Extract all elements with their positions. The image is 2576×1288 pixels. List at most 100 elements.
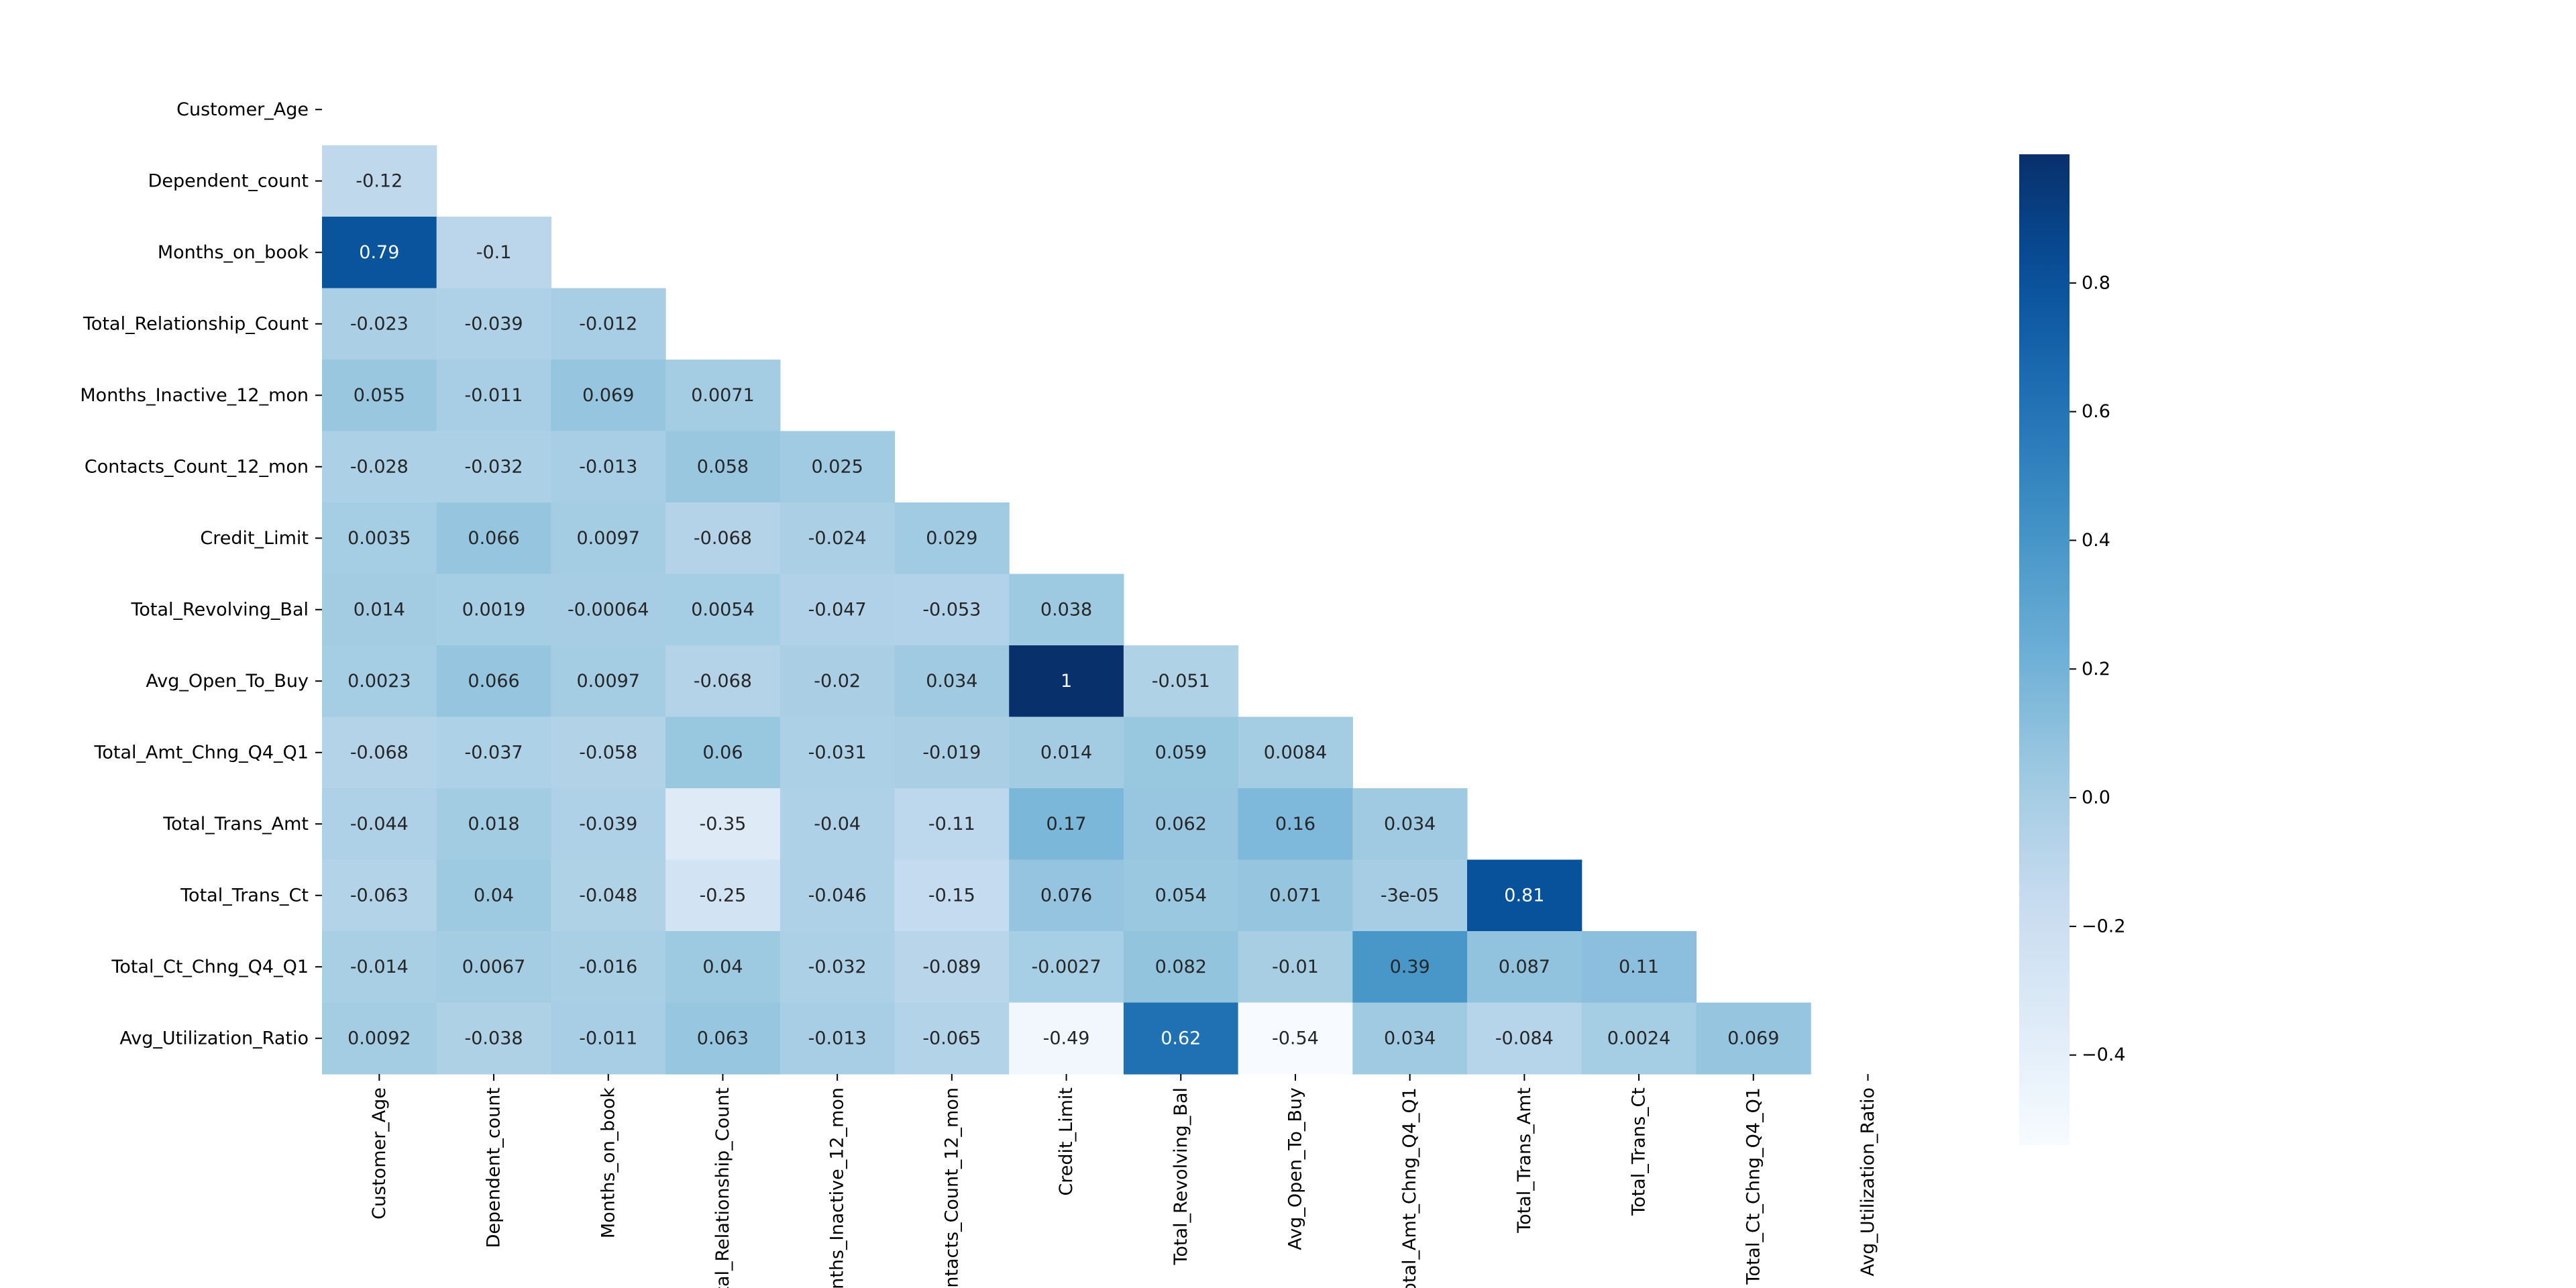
heatmap-cell: [665, 788, 781, 861]
x-tick-label: Avg_Open_To_Buy: [1285, 1087, 1305, 1250]
heatmap-cell-value: 0.11: [1619, 957, 1659, 977]
y-tick-label: Total_Amt_Chng_Q4_Q1: [94, 742, 309, 763]
heatmap-cell: [436, 788, 551, 861]
heatmap-cell: [1123, 788, 1239, 861]
heatmap-cell: [780, 502, 896, 575]
heatmap-cell: [1352, 931, 1468, 1004]
heatmap-cell: [780, 574, 896, 646]
heatmap-cell: [780, 645, 896, 718]
heatmap-cell: [436, 217, 551, 289]
heatmap-cells: [322, 145, 1811, 1075]
heatmap-cell-value: -0.038: [465, 1028, 523, 1049]
heatmap-cell-value: -0.032: [465, 456, 523, 477]
heatmap-cell-value: -0.25: [700, 885, 747, 906]
heatmap-cell: [1238, 859, 1353, 932]
x-tick-label: Months_Inactive_12_mon: [827, 1087, 848, 1288]
heatmap-cell-value: -0.051: [1152, 671, 1210, 692]
colorbar-tick-label: 0.8: [2082, 272, 2110, 293]
heatmap-cell-value: -0.016: [579, 957, 637, 977]
heatmap-cell-value: 0.025: [812, 456, 863, 477]
heatmap-cell-value: 0.038: [1040, 599, 1092, 620]
colorbar-tick-label: −0.2: [2082, 916, 2126, 936]
heatmap-cell: [436, 574, 551, 646]
heatmap-cell-value: 0.0071: [691, 385, 754, 406]
heatmap-cell-value: 0.0097: [577, 528, 640, 549]
heatmap-cell: [665, 716, 781, 789]
heatmap-cell-value: 0.087: [1499, 957, 1550, 977]
heatmap-cell: [894, 1002, 1010, 1075]
heatmap-cell-value: 0.069: [582, 385, 634, 406]
heatmap-cell-value: 0.076: [1040, 885, 1092, 906]
heatmap-cell: [1009, 574, 1124, 646]
heatmap-cell: [1123, 931, 1239, 1004]
heatmap-cell: [894, 502, 1010, 575]
heatmap-cell: [780, 931, 896, 1004]
heatmap-cell: [1009, 788, 1124, 861]
colorbar-tick-label: 0.6: [2082, 401, 2110, 422]
heatmap-cell-value: -0.031: [808, 742, 867, 763]
heatmap-cell-value: 0.04: [474, 885, 514, 906]
heatmap-cell: [1009, 931, 1124, 1004]
heatmap-cell: [322, 788, 437, 861]
heatmap-cell-value: 0.071: [1269, 885, 1321, 906]
heatmap-cell-value: 0.082: [1155, 957, 1207, 977]
heatmap-cell-value: 0.81: [1504, 885, 1544, 906]
x-tick-label: Total_Trans_Amt: [1514, 1087, 1535, 1234]
heatmap-cell-value: 0.055: [354, 385, 405, 406]
heatmap-cell-value: 0.62: [1161, 1028, 1201, 1049]
heatmap-cell-value: -0.01: [1272, 957, 1319, 977]
heatmap-cell: [894, 859, 1010, 932]
heatmap-cell-value: 0.066: [468, 671, 519, 692]
heatmap-cell-value: -0.013: [579, 456, 637, 477]
heatmap-cell: [1009, 859, 1124, 932]
heatmap-cell: [665, 574, 781, 646]
heatmap-cell: [665, 645, 781, 718]
heatmap-cell: [1009, 716, 1124, 789]
heatmap-cell-value: -0.047: [808, 599, 867, 620]
heatmap-cell-value: 0.058: [697, 456, 749, 477]
heatmap-cell-value: 0.0084: [1264, 742, 1327, 763]
heatmap-cell: [894, 716, 1010, 789]
heatmap-cell-value: 1: [1061, 671, 1072, 692]
heatmap-cell-value: 0.0092: [347, 1028, 411, 1049]
y-tick-label: Customer_Age: [176, 99, 309, 120]
heatmap-cell-value: -0.068: [694, 671, 752, 692]
heatmap-cell-value: 0.014: [354, 599, 405, 620]
heatmap-cell-value: -0.014: [350, 957, 409, 977]
heatmap-cell-value: -0.032: [808, 957, 867, 977]
heatmap-cell-value: 0.034: [1384, 1028, 1436, 1049]
colorbar: −0.4 −0.2 0.0 0.2 0.4 0.6 0.8: [2019, 154, 2126, 1145]
colorbar-tick-label: −0.4: [2082, 1044, 2126, 1065]
heatmap-cell: [1123, 716, 1239, 789]
x-tick-label: Total_Relationship_Count: [712, 1087, 733, 1288]
heatmap-cell: [1009, 1002, 1124, 1075]
heatmap-cell: [551, 788, 666, 861]
heatmap-cell: [1123, 859, 1239, 932]
heatmap-cell-value: 0.79: [359, 242, 399, 263]
heatmap-cell-value: -0.54: [1272, 1028, 1319, 1049]
y-tick-label: Dependent_count: [148, 170, 309, 191]
colorbar-ticks: −0.4 −0.2 0.0 0.2 0.4 0.6 0.8: [2070, 272, 2126, 1065]
heatmap-cell: [1238, 788, 1353, 861]
heatmap-cell: [322, 859, 437, 932]
heatmap-cell: [436, 431, 551, 503]
heatmap-cell: [1123, 1002, 1239, 1075]
x-tick-label: Credit_Limit: [1056, 1087, 1077, 1196]
heatmap-cell-value: -0.011: [465, 385, 523, 406]
heatmap-cell-value: -0.11: [928, 814, 975, 835]
heatmap-cell: [894, 645, 1010, 718]
heatmap-cell: [322, 217, 437, 289]
y-tick-label: Total_Relationship_Count: [83, 313, 309, 334]
heatmap-cell: [780, 431, 896, 503]
heatmap-cell: [665, 360, 781, 432]
heatmap-cell-value: -0.013: [808, 1028, 867, 1049]
heatmap-cell: [551, 645, 666, 718]
heatmap-cell-value: -0.1: [476, 242, 512, 263]
heatmap-cell: [551, 716, 666, 789]
y-tick-label: Months_Inactive_12_mon: [80, 385, 309, 406]
heatmap-cell: [780, 788, 896, 861]
heatmap-cell-value: -0.019: [922, 742, 981, 763]
heatmap-cell-value: -0.0027: [1031, 957, 1101, 977]
y-tick-label: Total_Ct_Chng_Q4_Q1: [111, 957, 309, 977]
heatmap-cell: [1009, 645, 1124, 718]
